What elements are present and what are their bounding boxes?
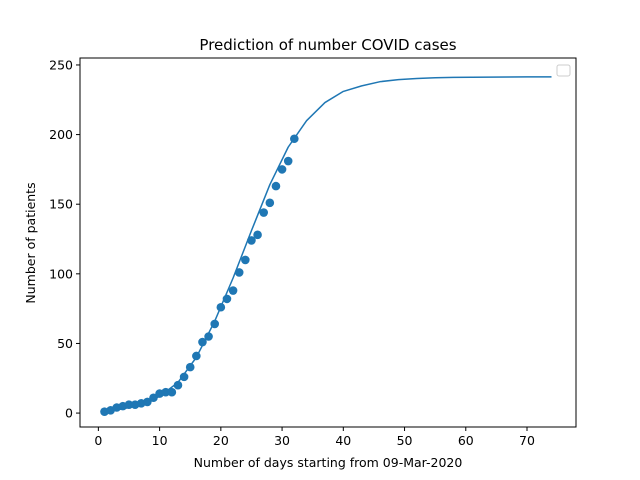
data-point bbox=[216, 302, 226, 312]
data-point bbox=[179, 372, 189, 382]
x-tick-label: 30 bbox=[274, 433, 290, 448]
data-point bbox=[143, 397, 152, 407]
data-point bbox=[222, 294, 232, 304]
legend bbox=[556, 64, 571, 77]
x-axis: 0 10 20 30 40 50 60 70 bbox=[94, 427, 535, 448]
data-point bbox=[283, 156, 293, 166]
x-tick-label: 40 bbox=[335, 433, 351, 448]
x-tick-label: 10 bbox=[152, 433, 168, 448]
x-tick-label: 0 bbox=[94, 433, 102, 448]
data-point bbox=[241, 255, 250, 265]
chart-title: Prediction of number COVID cases bbox=[199, 36, 456, 54]
data-point bbox=[210, 319, 220, 329]
y-tick-label: 150 bbox=[49, 197, 73, 212]
data-point bbox=[185, 362, 195, 372]
fitted-curve-line bbox=[104, 76, 552, 413]
data-point bbox=[265, 198, 275, 208]
data-point bbox=[228, 286, 238, 295]
data-point bbox=[149, 393, 158, 403]
data-point bbox=[234, 268, 244, 277]
data-point bbox=[259, 208, 269, 217]
x-tick-label: 20 bbox=[213, 433, 229, 448]
y-axis: 0 50 100 150 200 250 bbox=[49, 57, 80, 421]
data-point bbox=[290, 134, 299, 144]
y-tick-label: 200 bbox=[49, 127, 73, 142]
axes-frame bbox=[79, 57, 577, 428]
y-tick-label: 0 bbox=[65, 406, 73, 421]
plot-area bbox=[100, 76, 552, 416]
data-point bbox=[124, 400, 134, 410]
y-tick-label: 250 bbox=[49, 57, 73, 72]
data-point bbox=[277, 165, 287, 174]
y-axis-label: Number of patients bbox=[23, 182, 38, 303]
data-point bbox=[198, 337, 207, 347]
data-point bbox=[271, 181, 281, 191]
data-point bbox=[167, 387, 177, 397]
x-axis-label: Number of days starting from 09-Mar-2020 bbox=[194, 455, 463, 470]
data-point bbox=[192, 351, 201, 361]
data-point bbox=[253, 230, 262, 240]
x-tick-label: 50 bbox=[397, 433, 413, 448]
y-tick-label: 100 bbox=[49, 266, 73, 281]
data-point bbox=[204, 332, 213, 341]
data-point bbox=[161, 387, 171, 397]
x-tick-label: 70 bbox=[519, 433, 535, 448]
y-tick-label: 50 bbox=[57, 336, 73, 351]
data-point bbox=[247, 236, 256, 245]
x-tick-label: 60 bbox=[458, 433, 474, 448]
data-point bbox=[173, 380, 183, 390]
